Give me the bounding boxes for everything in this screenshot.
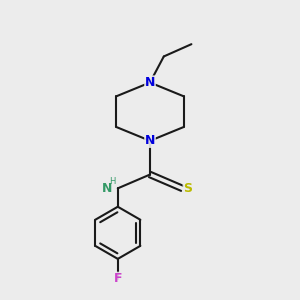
Text: N: N bbox=[145, 76, 155, 89]
Text: N: N bbox=[102, 182, 112, 195]
Text: S: S bbox=[183, 182, 192, 195]
Text: N: N bbox=[145, 134, 155, 147]
Text: H: H bbox=[109, 177, 116, 186]
Text: F: F bbox=[113, 272, 122, 285]
